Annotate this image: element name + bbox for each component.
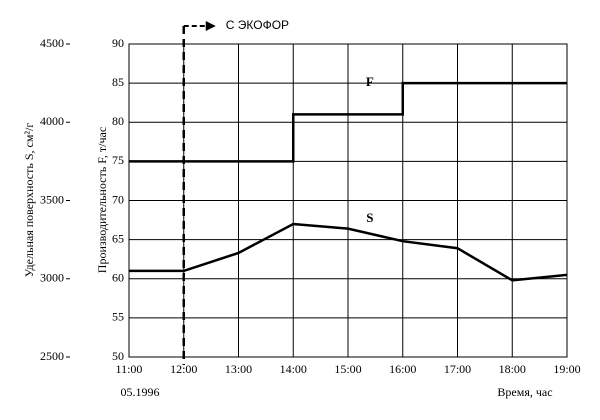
series-label: S — [366, 210, 373, 225]
y2-axis-label: Удельная поверхность S, см²/г — [22, 123, 36, 278]
x-tick-label: 15:00 — [334, 362, 361, 376]
x-tick-label: 11:00 — [116, 362, 143, 376]
y-tick-label: 75 — [112, 153, 124, 167]
x-tick-label: 19:00 — [553, 362, 580, 376]
y-tick-label: 50 — [112, 349, 124, 363]
y-tick-label: 90 — [112, 36, 124, 50]
y-tick-label: 70 — [112, 192, 124, 206]
y-tick-label: 65 — [112, 231, 124, 245]
event-label: С ЭКОФОР — [226, 18, 289, 32]
y-tick-label: 60 — [112, 271, 124, 285]
series-line — [129, 81, 567, 163]
x-tick-label: 14:00 — [280, 362, 307, 376]
x-axis-label: Время, час — [497, 385, 552, 399]
y2-tick-label: 4000 — [40, 114, 64, 128]
x-tick-label: 16:00 — [389, 362, 416, 376]
y-tick-label: 55 — [112, 310, 124, 324]
y2-tick-label: 3000 — [40, 271, 64, 285]
y-tick-label: 80 — [112, 114, 124, 128]
date-note: 05.1996 — [121, 385, 160, 399]
x-tick-label: 18:00 — [499, 362, 526, 376]
series-label: F — [366, 74, 374, 89]
y-tick-label: 85 — [112, 75, 124, 89]
plot-frame — [128, 43, 568, 358]
y2-tick-label: 3500 — [40, 192, 64, 206]
x-tick-label: 17:00 — [444, 362, 471, 376]
series-line — [129, 222, 568, 282]
y2-tick-label: 2500 — [40, 349, 64, 363]
event-arrowhead — [205, 21, 216, 31]
x-tick-label: 12:00 — [170, 362, 197, 376]
y-axis-label: Производительность F, т/час — [95, 127, 109, 273]
y2-tick-label: 4500 — [40, 36, 64, 50]
x-tick-label: 13:00 — [225, 362, 252, 376]
